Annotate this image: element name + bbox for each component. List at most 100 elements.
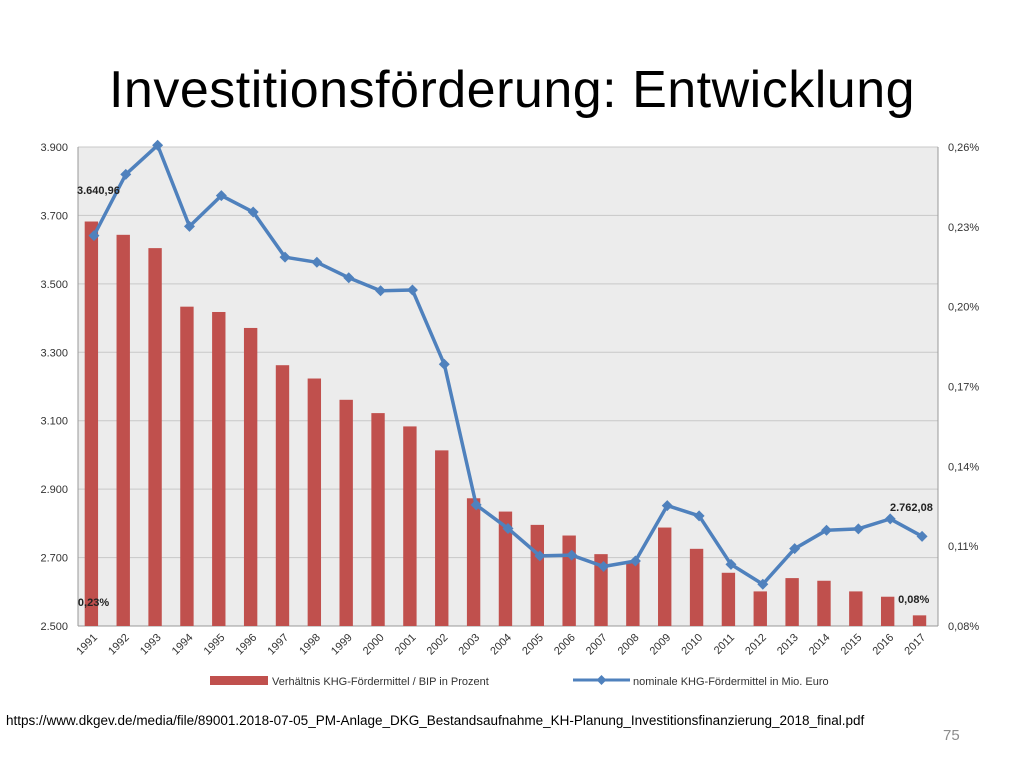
bar <box>466 498 481 626</box>
x-axis-tick-label: 2003 <box>456 632 482 658</box>
x-axis-tick-label: 2000 <box>361 632 387 658</box>
line-point <box>598 560 610 572</box>
bar <box>530 524 544 626</box>
left-axis-tick-label: 3.100 <box>40 416 68 428</box>
x-axis-tick-label: 2005 <box>520 632 546 658</box>
bar <box>180 306 194 626</box>
x-axis-tick-label: 2014 <box>807 632 833 658</box>
line-point <box>406 284 418 296</box>
x-axis-tick-label: 2017 <box>902 632 928 658</box>
bar <box>658 527 672 626</box>
x-axis-tick-label: 1999 <box>329 632 355 658</box>
line-point <box>821 524 833 536</box>
x-axis-tick-label: 2010 <box>679 632 705 658</box>
line-point <box>183 220 195 232</box>
x-axis-tick-label: 2009 <box>648 632 674 658</box>
left-axis-tick-label: 3.300 <box>40 347 68 359</box>
x-axis-tick-label: 2002 <box>425 632 451 658</box>
page-number: 75 <box>943 727 960 744</box>
right-axis-tick-label: 0,08% <box>948 621 979 633</box>
right-axis-tick-label: 0,11% <box>948 541 979 553</box>
right-axis-tick-label: 0,14% <box>948 461 979 473</box>
x-axis-tick-label: 2016 <box>871 632 897 658</box>
x-axis-tick-label: 2015 <box>839 632 865 658</box>
line-point <box>470 499 482 511</box>
line-point <box>566 549 578 561</box>
x-axis-tick-label: 2006 <box>552 632 578 658</box>
line-point <box>438 358 450 370</box>
line-point <box>152 139 164 151</box>
bar <box>403 426 417 626</box>
line-point <box>311 256 323 268</box>
x-axis-tick-label: 1996 <box>234 632 260 658</box>
bar <box>116 234 130 627</box>
line-point <box>693 510 705 522</box>
bar-data-label: 0,08% <box>898 594 929 606</box>
bar <box>912 615 927 626</box>
line-point <box>534 550 546 562</box>
line-data-label: 2.762,08 <box>890 502 933 514</box>
bar-data-label: 0,23% <box>78 597 109 609</box>
bar <box>753 591 767 626</box>
line-point <box>725 558 737 570</box>
x-axis-tick-label: 2004 <box>488 632 514 658</box>
line-point <box>916 530 928 542</box>
left-axis-tick-label: 3.700 <box>40 210 68 222</box>
bar <box>371 413 385 626</box>
legend-bar-label: Verhältnis KHG-Fördermittel / BIP in Pro… <box>272 676 489 688</box>
bar <box>212 311 226 626</box>
line-data-label: 3.640,96 <box>77 185 120 197</box>
x-axis-tick-label: 2008 <box>616 632 642 658</box>
bar <box>562 535 576 626</box>
left-axis-tick-label: 3.500 <box>40 279 68 291</box>
x-axis-tick-label: 1998 <box>297 632 323 658</box>
right-axis-tick-label: 0,26% <box>948 142 979 154</box>
x-axis-tick-label: 1993 <box>138 632 164 658</box>
line-point <box>279 251 291 263</box>
line-point <box>852 523 864 535</box>
x-axis-tick-label: 1992 <box>106 632 132 658</box>
line-point <box>215 190 227 202</box>
line-point <box>629 555 641 567</box>
left-axis-tick-label: 3.900 <box>40 142 68 154</box>
legend-line-label: nominale KHG-Fördermittel in Mio. Euro <box>633 676 829 688</box>
bar <box>817 580 831 626</box>
bar <box>594 554 608 626</box>
x-axis-tick-label: 2011 <box>712 632 737 657</box>
line-point <box>884 513 896 525</box>
x-axis-tick-label: 2012 <box>743 632 769 658</box>
bar <box>689 548 704 626</box>
x-axis-tick-label: 1995 <box>202 632 228 658</box>
legend-line-marker <box>596 675 607 685</box>
bar <box>721 572 736 626</box>
bar <box>243 327 258 626</box>
left-axis-tick-label: 2.700 <box>40 553 68 565</box>
line-point <box>343 272 355 284</box>
bar <box>626 562 640 626</box>
x-axis-tick-label: 2013 <box>775 632 801 658</box>
bar <box>307 378 322 626</box>
left-axis-tick-label: 2.500 <box>40 621 68 633</box>
x-axis-tick-label: 2007 <box>584 632 610 658</box>
bar <box>84 221 99 626</box>
legend-bar-swatch <box>210 676 268 685</box>
source-link[interactable]: https://www.dkgev.de/media/file/89001.20… <box>6 713 865 728</box>
bar <box>435 450 449 626</box>
right-axis-tick-label: 0,17% <box>948 382 979 394</box>
line-point <box>375 285 387 297</box>
bar <box>880 596 895 626</box>
bar <box>785 578 799 626</box>
right-axis-tick-label: 0,23% <box>948 222 979 234</box>
bar <box>339 399 353 626</box>
line-point <box>789 543 801 555</box>
slide-title: Investitionsförderung: Entwicklung <box>108 61 916 119</box>
x-axis-tick-label: 1997 <box>265 632 291 658</box>
line-point <box>757 578 769 590</box>
line-point <box>247 206 259 218</box>
bar <box>498 511 513 626</box>
line-point <box>88 230 100 242</box>
line-point <box>661 500 673 512</box>
left-axis-tick-label: 2.900 <box>40 484 68 496</box>
x-axis-tick-label: 1994 <box>170 632 196 658</box>
